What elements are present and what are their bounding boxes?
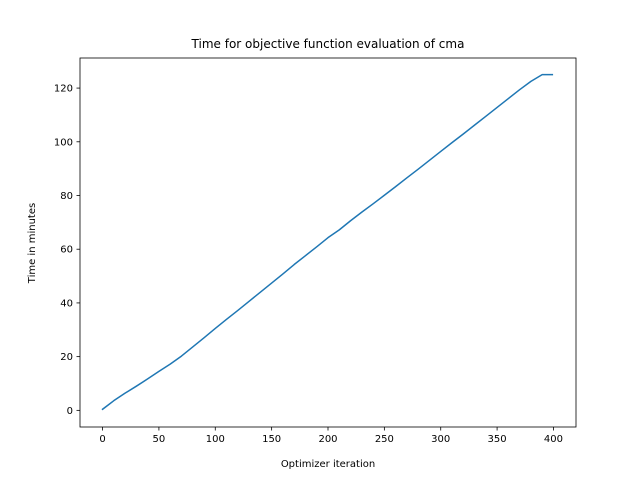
axes-frame bbox=[79, 57, 577, 428]
y-tick-label: 20 bbox=[60, 352, 73, 363]
x-tick-label: 100 bbox=[206, 434, 225, 445]
plot-area bbox=[79, 57, 577, 428]
y-tick-label: 120 bbox=[54, 84, 73, 95]
y-axis-ticks: 0 20 40 60 80 100 120 bbox=[54, 84, 80, 417]
x-tick-label: 300 bbox=[431, 434, 450, 445]
x-axis-label: Optimizer iteration bbox=[281, 459, 375, 470]
x-tick-label: 200 bbox=[318, 434, 337, 445]
y-tick-label: 80 bbox=[60, 191, 73, 202]
y-tick-label: 0 bbox=[67, 406, 73, 417]
y-tick-label: 60 bbox=[60, 245, 73, 256]
x-tick-label: 400 bbox=[544, 434, 563, 445]
y-tick-label: 100 bbox=[54, 137, 73, 148]
chart-title: Time for objective function evaluation o… bbox=[191, 37, 465, 51]
x-tick-label: 250 bbox=[375, 434, 394, 445]
x-axis-ticks: 0 50 100 150 200 250 300 350 400 bbox=[99, 427, 563, 445]
y-axis-label: Time in minutes bbox=[27, 203, 38, 284]
y-tick-label: 40 bbox=[60, 298, 73, 309]
x-tick-label: 350 bbox=[488, 434, 507, 445]
x-tick-label: 50 bbox=[153, 434, 166, 445]
x-tick-label: 150 bbox=[262, 434, 281, 445]
series-line bbox=[101, 73, 554, 411]
x-tick-label: 0 bbox=[99, 434, 105, 445]
